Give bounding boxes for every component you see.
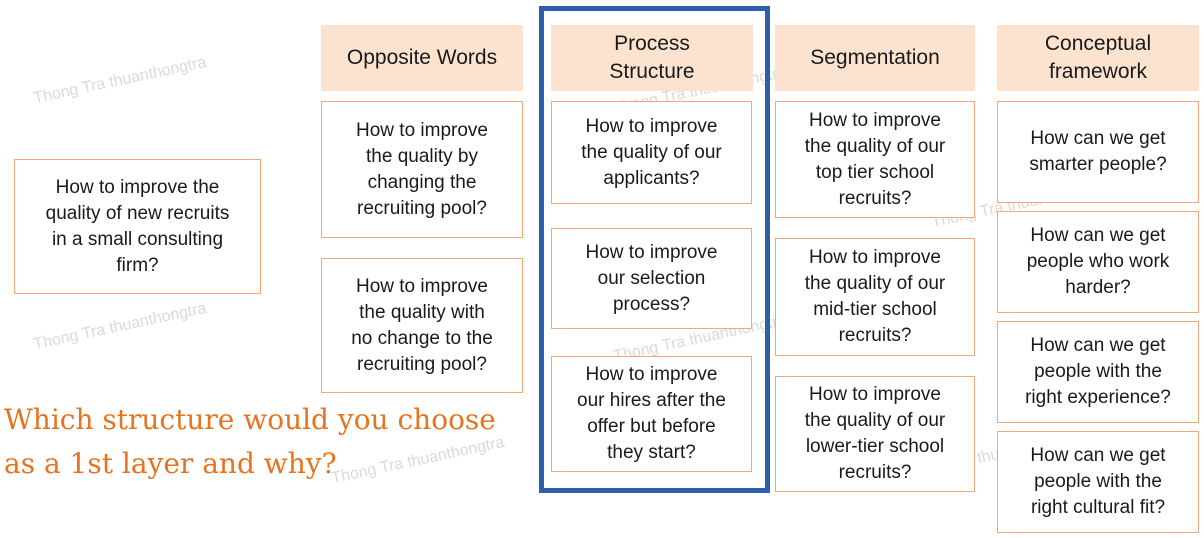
item-text: How can we get smarter people?: [1029, 128, 1167, 175]
process-structure-item: How to improve our hires after the offer…: [551, 356, 752, 472]
root-question-box: How to improve the quality of new recrui…: [14, 159, 261, 294]
item-text: How to improve the quality of our top ti…: [804, 109, 946, 209]
item-text: How can we get people with the right cul…: [1030, 445, 1166, 518]
conceptual-framework-item: How can we get people who work harder?: [997, 211, 1199, 313]
item-text: How to improve the quality of our lower-…: [804, 384, 946, 483]
conceptual-framework-item: How can we get smarter people?: [997, 101, 1199, 203]
segmentation-item: How to improve the quality of our mid-ti…: [775, 238, 975, 356]
process-structure-item: How to improve our selection process?: [551, 228, 752, 329]
column-title: Conceptual framework: [1044, 32, 1152, 83]
column-title: Process Structure: [609, 32, 695, 83]
root-question-text: How to improve the quality of new recrui…: [45, 176, 230, 276]
column-header-conceptual-framework: Conceptual framework: [997, 25, 1199, 91]
item-text: How can we get people with the right exp…: [1025, 335, 1171, 408]
item-text: How to improve the quality by changing t…: [356, 119, 488, 219]
item-text: How to improve our selection process?: [585, 241, 718, 315]
item-text: How to improve the quality of our applic…: [581, 115, 722, 189]
column-title: Opposite Words: [346, 46, 498, 69]
item-text: How to improve the quality of our mid-ti…: [804, 247, 946, 346]
segmentation-item: How to improve the quality of our lower-…: [775, 376, 975, 492]
segmentation-item: How to improve the quality of our top ti…: [775, 101, 975, 218]
column-header-process-structure: Process Structure: [551, 25, 753, 91]
conceptual-framework-item: How can we get people with the right exp…: [997, 321, 1199, 423]
column-title: Segmentation: [810, 46, 940, 69]
opposite-words-item: How to improve the quality by changing t…: [321, 101, 523, 238]
item-text: How can we get people who work harder?: [1026, 225, 1170, 298]
conceptual-framework-item: How can we get people with the right cul…: [997, 431, 1199, 533]
watermark: Thong Tra thuanthongtra: [32, 299, 208, 354]
item-text: How to improve the quality with no chang…: [351, 275, 493, 375]
column-header-opposite-words: Opposite Words: [321, 25, 523, 91]
discussion-question: Which structure would you choose as a 1s…: [4, 403, 496, 480]
item-text: How to improve our hires after the offer…: [577, 364, 726, 463]
opposite-words-item: How to improve the quality with no chang…: [321, 258, 523, 393]
watermark: Thong Tra thuanthongtra: [32, 53, 208, 108]
column-header-segmentation: Segmentation: [775, 25, 975, 91]
process-structure-item: How to improve the quality of our applic…: [551, 101, 752, 204]
